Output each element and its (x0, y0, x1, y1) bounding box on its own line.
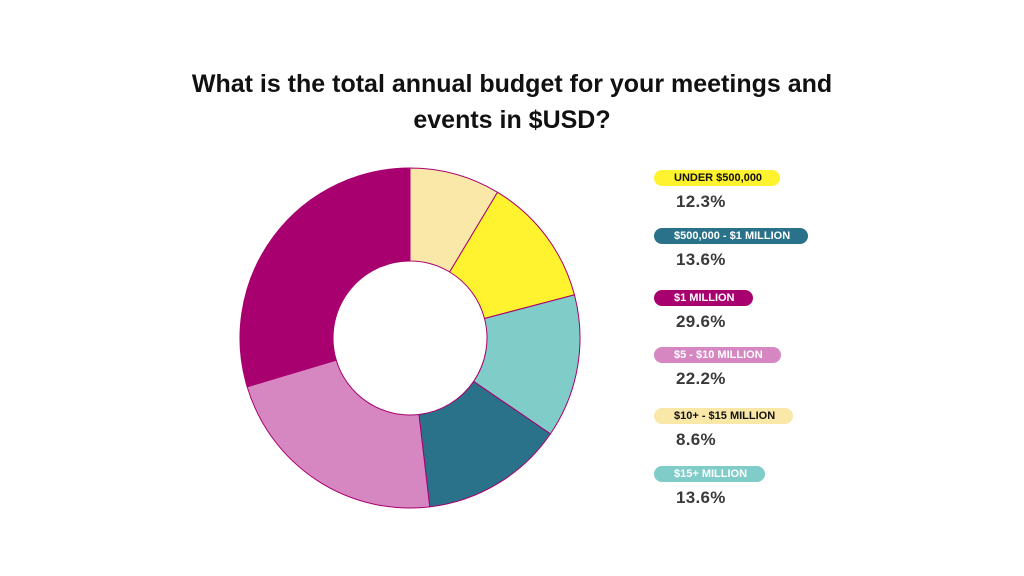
chart-title-line-1: What is the total annual budget for your… (191, 70, 833, 98)
legend-item-15m-plus: $15+ MILLION 13.6% (654, 464, 766, 508)
legend-value-1m: 29.6% (676, 312, 726, 331)
legend-pill-500k-1m: $500,000 - $1 MILLION (654, 228, 809, 244)
donut-chart (239, 167, 581, 509)
donut-slice-4 (246, 359, 431, 509)
legend-value-10-15m: 8.6% (676, 430, 716, 449)
legend-value-under-500k: 12.3% (676, 192, 726, 211)
legend-pill-15m-plus: $15+ MILLION (654, 466, 766, 482)
legend-value-15m-plus: 13.6% (676, 488, 726, 507)
legend-item-5-10m: $5 - $10 MILLION 22.2% (654, 345, 781, 389)
legend-item-10-15m: $10+ - $15 MILLION 8.6% (654, 406, 794, 450)
legend-pill-5-10m: $5 - $10 MILLION (654, 347, 781, 363)
legend-pill-10-15m: $10+ - $15 MILLION (654, 408, 794, 424)
legend-value-5-10m: 22.2% (676, 369, 726, 388)
legend-value-500k-1m: 13.6% (676, 250, 726, 269)
legend-pill-1m: $1 MILLION (654, 290, 753, 306)
chart-title-line-2: events in $USD? (413, 106, 611, 134)
legend-item-under-500k: UNDER $500,000 12.3% (654, 168, 781, 212)
legend-pill-under-500k: UNDER $500,000 (654, 170, 781, 186)
chart-legend: UNDER $500,000 12.3% $500,000 - $1 MILLI… (654, 0, 994, 576)
legend-item-500k-1m: $500,000 - $1 MILLION 13.6% (654, 226, 809, 270)
legend-item-1m: $1 MILLION 29.6% (654, 288, 753, 332)
chart-title: What is the total annual budget for your… (0, 66, 1024, 138)
donut-slice-5 (239, 167, 411, 388)
